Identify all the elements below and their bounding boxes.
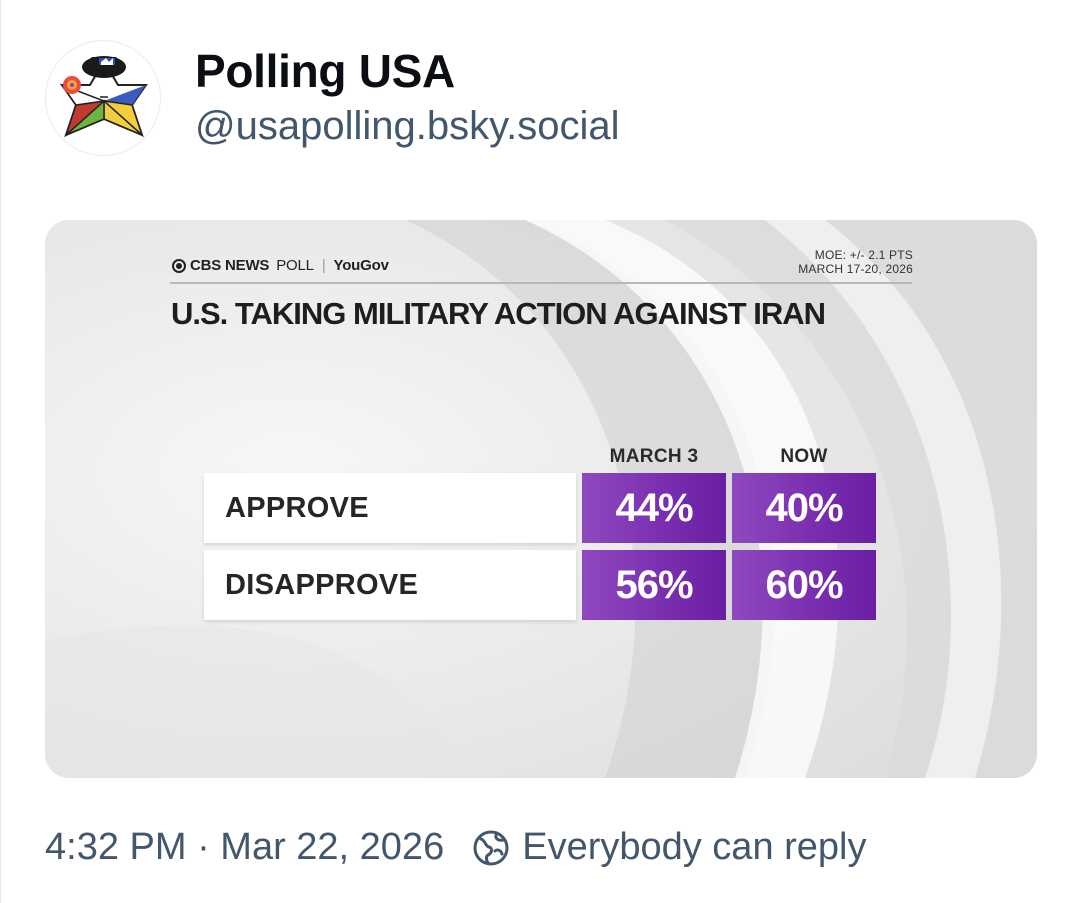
- header-divider: [170, 282, 912, 284]
- brand-cbs: CBS NEWS: [190, 257, 270, 274]
- row-label-disapprove: DISAPPROVE: [204, 550, 576, 620]
- cell-disapprove-march3: 56%: [582, 550, 726, 620]
- brand-poll: POLL: [276, 257, 314, 274]
- poll-brand: CBS NEWS POLL | YouGov: [172, 257, 389, 274]
- cell-disapprove-now: 60%: [732, 550, 876, 620]
- brand-separator: |: [321, 257, 326, 274]
- poll-meta: MOE: +/- 2.1 PTS MARCH 17-20, 2026: [798, 248, 913, 276]
- row-label-approve: APPROVE: [204, 473, 576, 543]
- poll-moe: MOE: +/- 2.1 PTS: [814, 248, 913, 262]
- poll-title: U.S. TAKING MILITARY ACTION AGAINST IRAN: [171, 296, 826, 331]
- brand-partner: YouGov: [333, 257, 389, 274]
- poll-dates: MARCH 17-20, 2026: [798, 262, 913, 276]
- cell-approve-march3: 44%: [582, 473, 726, 543]
- avatar-star-image: [59, 56, 148, 138]
- reply-setting[interactable]: Everybody can reply: [522, 826, 867, 868]
- cbs-eye-icon: [172, 258, 186, 273]
- author-display-name[interactable]: Polling USA: [195, 45, 455, 97]
- author-handle[interactable]: @usapolling.bsky.social: [195, 104, 620, 148]
- column-header-march3: MARCH 3: [609, 446, 699, 467]
- post-meta: 4:32 PM · Mar 22, 2026 Everybody can rep…: [45, 826, 867, 869]
- globe-icon: [473, 830, 509, 865]
- post-timestamp[interactable]: 4:32 PM · Mar 22, 2026: [45, 826, 445, 868]
- column-header-now: NOW: [780, 446, 828, 467]
- author-avatar[interactable]: [45, 40, 161, 156]
- post-image[interactable]: CBS NEWS POLL | YouGov MOE: +/- 2.1 PTS …: [45, 220, 1037, 778]
- cell-approve-now: 40%: [732, 473, 876, 543]
